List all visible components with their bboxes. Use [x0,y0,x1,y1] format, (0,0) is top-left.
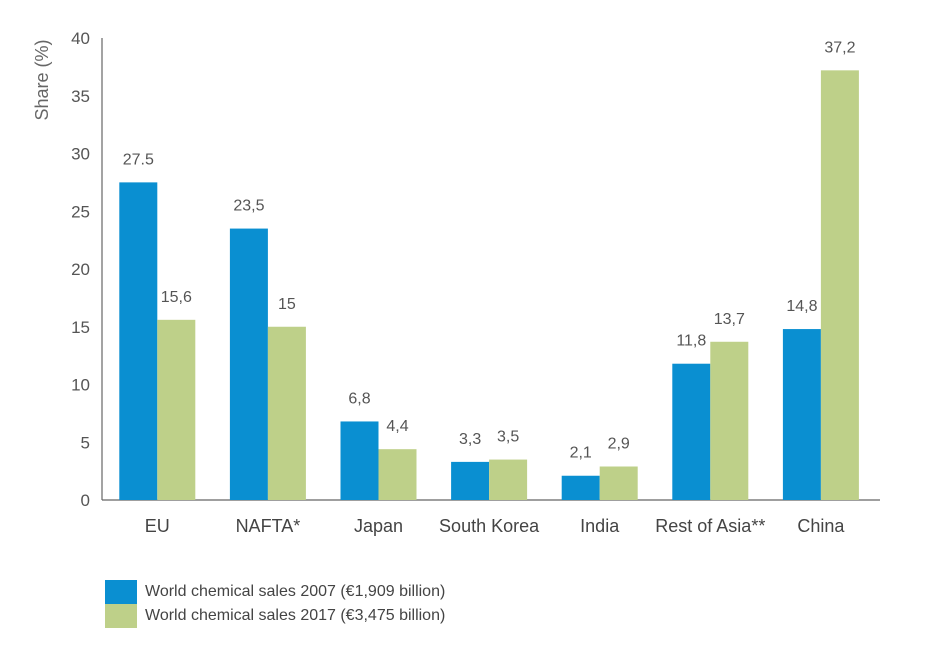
y-tick-label: 5 [81,433,90,452]
y-tick-label: 20 [71,260,90,279]
bar-2017 [820,70,859,500]
y-tick-label: 35 [71,87,90,106]
bar-value-label: 3,5 [497,429,519,446]
bar-value-label: 6,8 [348,390,370,407]
x-tick-label: Japan [354,516,403,536]
bar-2017 [157,319,196,500]
x-tick-label: India [580,516,620,536]
x-tick-label: EU [145,516,170,536]
bar-value-label: 37,2 [824,39,855,56]
bar-2007 [782,329,821,500]
x-tick-label: South Korea [439,516,540,536]
bar-2017 [378,449,417,500]
y-tick-label: 0 [81,491,90,510]
legend-swatch-2017 [105,604,137,628]
x-tick-label: China [797,516,845,536]
legend-item-2007: World chemical sales 2007 (€1,909 billio… [105,580,445,604]
y-tick-label: 30 [71,145,90,164]
y-tick-label: 10 [71,376,90,395]
bar-2017 [710,341,749,500]
legend-label-2017: World chemical sales 2017 (€3,475 billio… [145,607,446,624]
bar-2007 [672,363,711,500]
bar-value-label: 11,8 [676,333,706,350]
y-tick-label: 15 [71,318,90,337]
bar-value-label: 15,6 [161,289,192,306]
legend: World chemical sales 2007 (€1,909 billio… [105,580,445,628]
x-tick-label: NAFTA* [236,516,301,536]
y-axis-title: Share (%) [32,39,52,120]
bar-value-label: 3,3 [459,431,481,448]
bar-value-label: 14,8 [786,298,817,315]
bar-2017 [267,326,306,500]
bar-value-label: 13,7 [714,311,745,328]
bar-2017 [599,466,638,500]
bar-2007 [229,228,268,500]
legend-swatch-2007 [105,580,137,604]
y-tick-label: 25 [71,202,90,221]
legend-label-2007: World chemical sales 2007 (€1,909 billio… [145,583,446,600]
x-tick-label: Rest of Asia** [655,516,765,536]
bar-2007 [561,475,600,500]
bar-2017 [489,459,528,500]
bar-2007 [451,461,490,500]
bar-value-label: 27.5 [123,151,154,168]
bar-value-label: 2,1 [570,445,592,462]
bar-value-label: 15 [278,296,296,313]
bar-2007 [340,421,379,500]
bar-2007 [119,182,158,500]
y-tick-label: 40 [71,29,90,48]
legend-item-2017: World chemical sales 2017 (€3,475 billio… [105,604,445,628]
bar-value-label: 2,9 [608,436,630,453]
bar-value-label: 4,4 [386,418,408,435]
bar-value-label: 23,5 [233,198,264,215]
